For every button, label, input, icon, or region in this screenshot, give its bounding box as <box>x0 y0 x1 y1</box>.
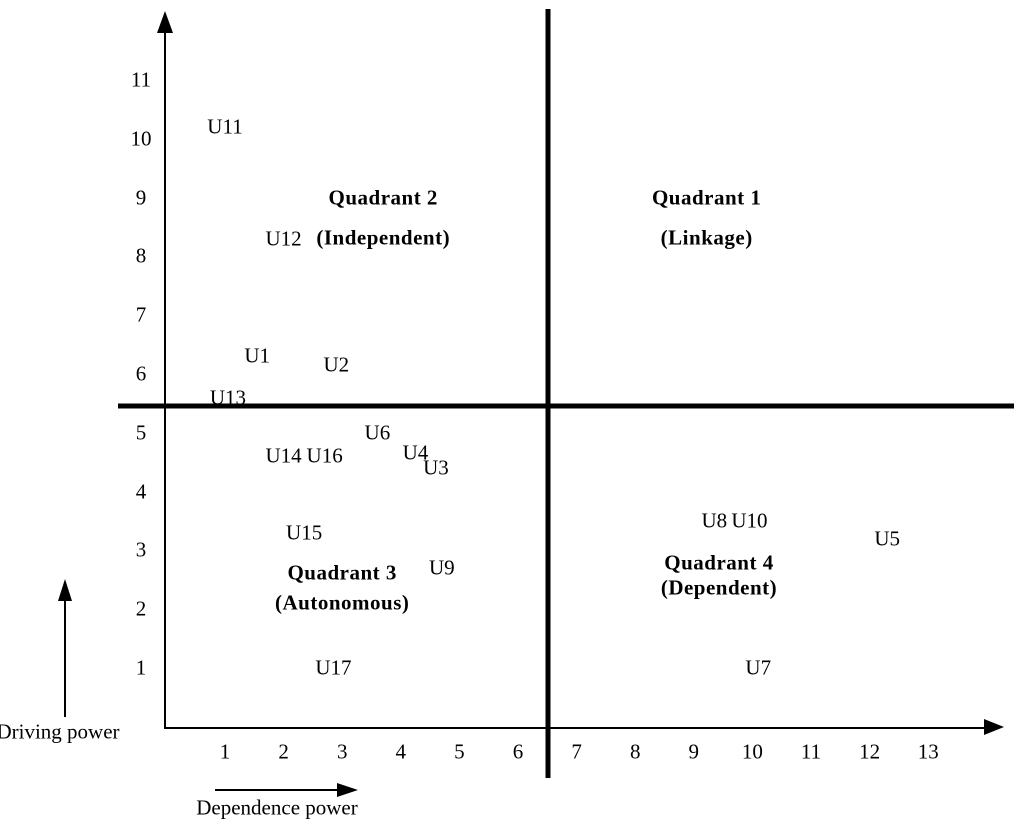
x-tick-5: 5 <box>454 739 465 764</box>
point-label-u16: U16 <box>306 443 343 468</box>
y-tick-6: 6 <box>135 361 147 386</box>
point-label-u14: U14 <box>265 443 302 468</box>
y-tick-4: 4 <box>135 479 147 504</box>
y-axis-title: Driving power <box>0 719 120 744</box>
quadrant-subtitle-4: (Dependent) <box>660 575 778 600</box>
quadrant-title-4: Quadrant 4 <box>664 550 774 575</box>
x-tick-13: 13 <box>917 739 939 764</box>
dependence-power-arrowhead <box>337 783 358 797</box>
point-label-u3: U3 <box>423 455 449 480</box>
point-label-u2: U2 <box>323 352 350 377</box>
x-tick-7: 7 <box>571 739 582 764</box>
x-tick-12: 12 <box>859 739 881 764</box>
y-tick-7: 7 <box>135 302 147 327</box>
quadrant-subtitle-2: (Independent) <box>316 225 451 250</box>
x-axis-arrowhead <box>984 719 1004 735</box>
point-label-u13: U13 <box>209 385 247 410</box>
point-label-u1: U1 <box>244 343 271 368</box>
x-tick-10: 10 <box>741 739 763 764</box>
y-tick-10: 10 <box>130 126 152 151</box>
point-label-u4: U4 <box>402 440 429 465</box>
x-tick-6: 6 <box>512 739 524 764</box>
point-label-u11: U11 <box>207 114 243 139</box>
quadrant-subtitle-3: (Autonomous) <box>275 590 410 615</box>
quadrant-title-2: Quadrant 2 <box>328 185 438 210</box>
y-axis-arrowhead <box>157 11 173 33</box>
x-tick-1: 1 <box>219 739 231 764</box>
point-label-u6: U6 <box>364 420 391 445</box>
y-tick-1: 1 <box>135 655 147 680</box>
y-tick-9: 9 <box>135 185 147 210</box>
point-label-u5: U5 <box>874 526 901 551</box>
point-label-u7: U7 <box>745 655 772 680</box>
x-tick-4: 4 <box>395 739 407 764</box>
quadrant-title-3: Quadrant 3 <box>287 560 397 585</box>
y-tick-11: 11 <box>130 67 152 92</box>
quadrant-subtitle-1: (Linkage) <box>660 225 753 250</box>
x-tick-11: 11 <box>800 739 822 764</box>
y-tick-3: 3 <box>135 537 147 562</box>
x-tick-3: 3 <box>336 739 348 764</box>
quadrant-title-1: Quadrant 1 <box>651 185 762 210</box>
y-tick-5: 5 <box>135 420 147 445</box>
point-label-u17: U17 <box>315 655 352 680</box>
point-label-u12: U12 <box>265 226 302 251</box>
x-tick-8: 8 <box>629 739 641 764</box>
y-tick-8: 8 <box>135 243 147 268</box>
point-label-u9: U9 <box>428 555 455 580</box>
y-tick-2: 2 <box>135 596 147 621</box>
point-label-u10: U10 <box>731 508 768 533</box>
x-tick-9: 9 <box>688 739 700 764</box>
x-tick-2: 2 <box>278 739 289 764</box>
point-label-u8: U8 <box>701 508 728 533</box>
point-label-u15: U15 <box>286 520 323 545</box>
x-axis-title: Dependence power <box>196 795 358 820</box>
driving-power-arrowhead <box>58 579 72 601</box>
